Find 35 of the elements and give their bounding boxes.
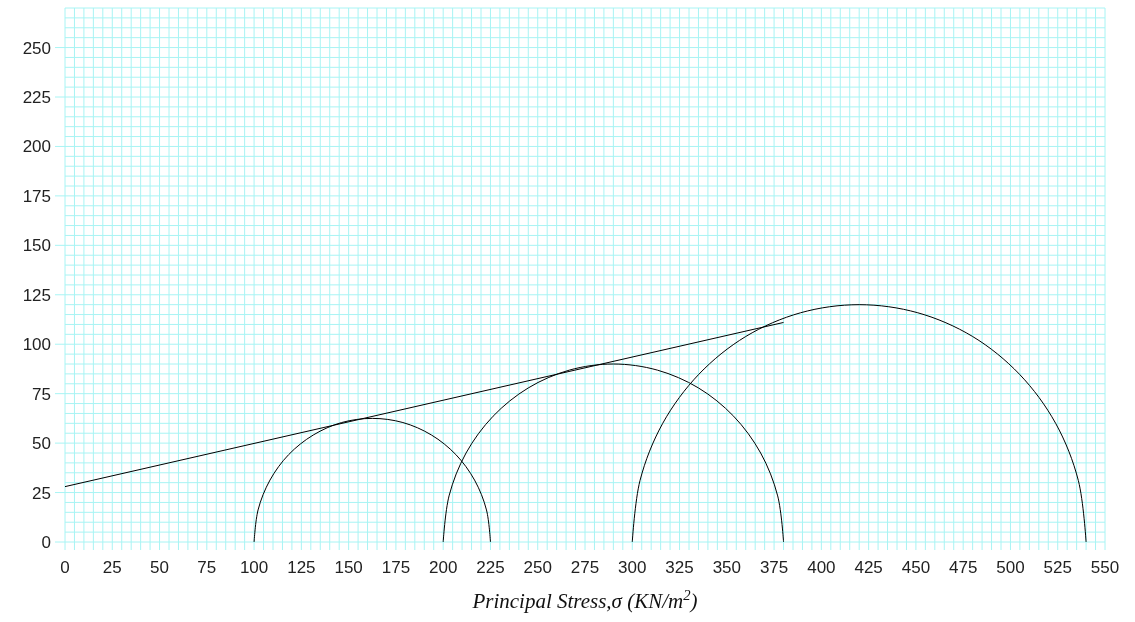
y-tick-label: 125: [22, 285, 51, 305]
y-tick-label: 50: [32, 434, 51, 454]
x-tick-label: 275: [570, 558, 600, 577]
y-tick-label: 250: [22, 38, 51, 58]
x-tick-label: 225: [476, 558, 505, 577]
x-tick-label: 375: [759, 558, 789, 577]
x-tick-label: 150: [334, 558, 363, 577]
x-tick-label: 25: [102, 558, 122, 577]
x-tick-label: 550: [1090, 558, 1120, 577]
y-tick-label: 100: [22, 335, 51, 355]
x-tick-label: 200: [428, 558, 458, 577]
y-tick-label: 150: [22, 236, 51, 256]
x-tick-label: 525: [1043, 558, 1072, 577]
x-tick-label: 450: [901, 558, 931, 577]
x-tick-label: 325: [665, 558, 694, 577]
x-tick-label: 100: [239, 558, 269, 577]
x-tick-label: 0: [60, 558, 70, 577]
x-tick-label: 175: [381, 558, 411, 577]
y-tick-label: 200: [22, 137, 51, 157]
x-tick-label: 425: [854, 558, 883, 577]
x-tick-label: 125: [287, 558, 316, 577]
y-tick-label: 0: [41, 532, 51, 552]
x-tick-label: 75: [197, 558, 217, 577]
x-tick-label: 50: [150, 558, 170, 577]
y-tick-label: 175: [22, 186, 51, 206]
x-tick-label: 475: [948, 558, 978, 577]
x-axis-title: Principal Stress,σ (KN/m$^{2}$): [471, 587, 698, 613]
x-tick-label: 300: [618, 558, 647, 577]
x-tick-label: 250: [523, 558, 552, 577]
x-tick-label: 400: [807, 558, 836, 577]
y-tick-label: 75: [32, 384, 51, 404]
y-tick-label: 225: [22, 87, 51, 107]
y-tick-label: 25: [32, 483, 51, 503]
x-tick-label: 350: [712, 558, 742, 577]
x-tick-label: 500: [996, 558, 1025, 577]
